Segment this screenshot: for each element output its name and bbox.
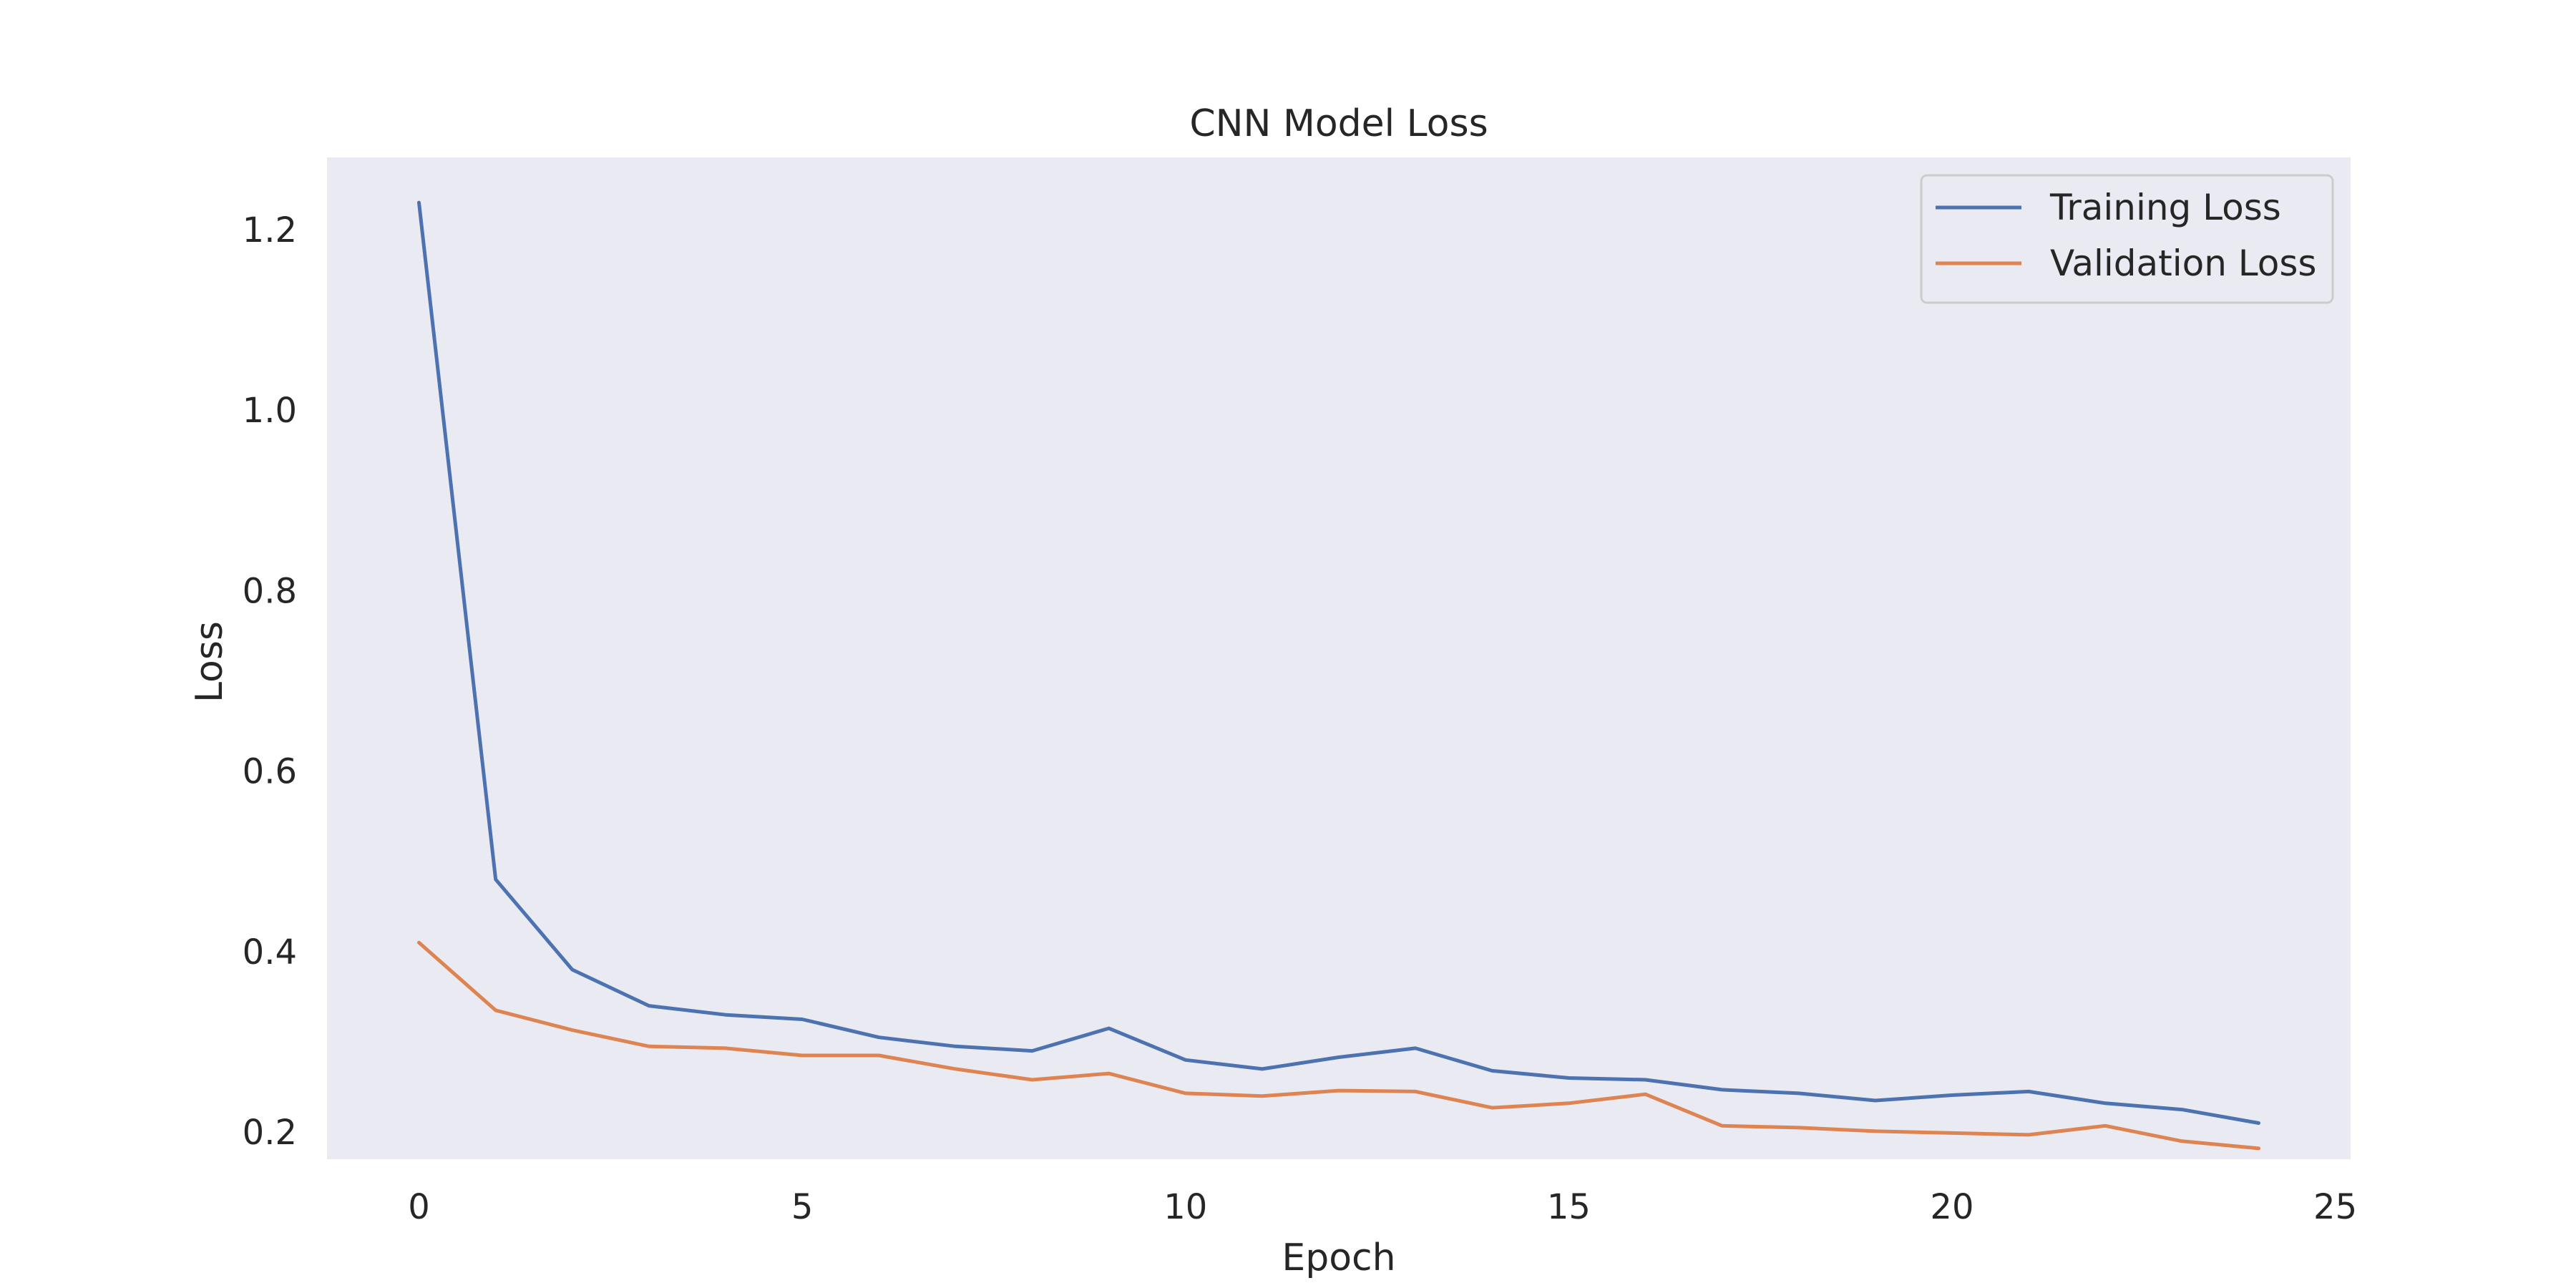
- x-tick-label: 20: [1930, 1187, 1974, 1227]
- legend-label-validation: Validation Loss: [2050, 243, 2316, 284]
- series-lines: [417, 200, 2260, 1151]
- x-axis-ticks: 0 5 10 15 20 25: [408, 1187, 2357, 1227]
- legend-label-training: Training Loss: [2049, 187, 2281, 228]
- y-tick-label: 0.2: [243, 1113, 297, 1153]
- training-loss-line: [417, 200, 2260, 1125]
- chart-title: CNN Model Loss: [1189, 102, 1488, 145]
- x-tick-label: 10: [1163, 1187, 1207, 1227]
- y-axis-ticks: 0.2 0.4 0.6 0.8 1.0 1.2: [243, 210, 297, 1153]
- y-axis-label: Loss: [188, 621, 231, 703]
- x-tick-label: 15: [1547, 1187, 1591, 1227]
- x-tick-label: 25: [2313, 1187, 2357, 1227]
- plot-area: [327, 157, 2351, 1159]
- legend-box: [1920, 174, 2334, 304]
- y-tick-label: 0.8: [243, 571, 297, 611]
- validation-loss-line: [417, 940, 2260, 1151]
- x-tick-label: 5: [791, 1187, 814, 1227]
- y-tick-label: 1.0: [243, 391, 297, 431]
- x-axis-label: Epoch: [1282, 1236, 1395, 1279]
- y-tick-label: 0.6: [243, 752, 297, 792]
- legend: Training Loss Validation Loss: [1920, 174, 2334, 304]
- y-tick-label: 0.4: [243, 932, 297, 972]
- x-tick-label: 0: [408, 1187, 430, 1227]
- y-tick-label: 1.2: [243, 210, 297, 250]
